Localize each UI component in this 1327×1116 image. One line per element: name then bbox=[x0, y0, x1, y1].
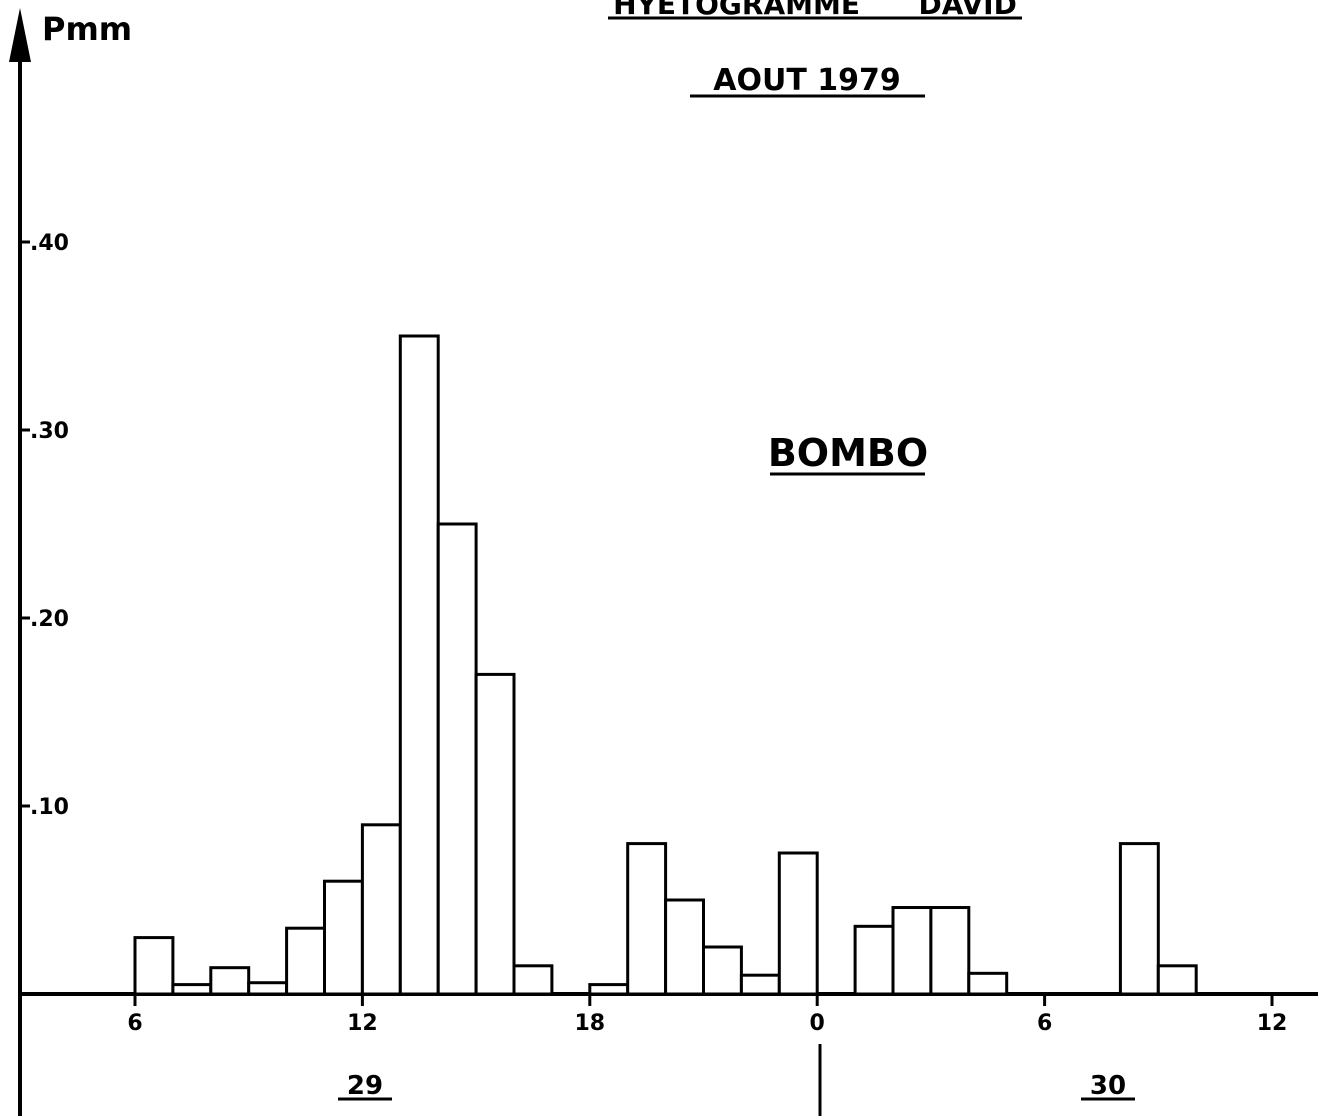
chart-title: HYETOGRAMME DAVID bbox=[613, 0, 1017, 21]
x-tick-label-0: 6 bbox=[127, 1011, 142, 1036]
x-tick-label-4: 6 bbox=[1037, 1011, 1052, 1036]
y-axis-label: Pmm bbox=[42, 10, 132, 48]
bar-4 bbox=[285, 926, 327, 996]
bar-8 bbox=[436, 522, 478, 996]
bar-2 bbox=[209, 966, 251, 996]
y-ticks: .10 .20 .30 .40 bbox=[20, 231, 69, 820]
station-label: BOMBO bbox=[768, 431, 928, 475]
bar-17 bbox=[853, 924, 895, 996]
y-tick-label-0: .10 bbox=[30, 795, 69, 820]
bar-6 bbox=[360, 823, 402, 996]
bar-7 bbox=[398, 334, 440, 996]
bar-16 bbox=[777, 851, 819, 996]
x-ticks: 6 12 18 0 6 12 bbox=[127, 994, 1287, 1036]
y-tick-label-3: .40 bbox=[30, 231, 69, 256]
bar-11 bbox=[588, 983, 630, 996]
chart-subtitle: AOUT 1979 bbox=[713, 63, 901, 98]
bar-10 bbox=[512, 964, 554, 996]
x-tick-label-1: 12 bbox=[347, 1011, 378, 1036]
bar-3 bbox=[247, 981, 289, 996]
bar-22 bbox=[1156, 964, 1198, 996]
y-tick-label-2: .30 bbox=[30, 419, 69, 444]
x-tick-label-2: 18 bbox=[574, 1011, 605, 1036]
x-tick-label-3: 0 bbox=[810, 1011, 825, 1036]
bar-9 bbox=[474, 672, 516, 996]
bar-18 bbox=[891, 906, 933, 996]
x-tick-label-5: 12 bbox=[1257, 1011, 1288, 1036]
bar-1 bbox=[171, 983, 213, 996]
day-label-29: 29 bbox=[347, 1071, 383, 1101]
day-label-30: 30 bbox=[1090, 1071, 1126, 1101]
bar-12 bbox=[626, 842, 668, 996]
bar-19 bbox=[929, 906, 971, 996]
bar-14 bbox=[702, 945, 743, 996]
bar-20 bbox=[967, 971, 1009, 996]
y-axis-arrow bbox=[9, 8, 31, 62]
bar-5 bbox=[323, 879, 364, 996]
y-tick-label-1: .20 bbox=[30, 607, 69, 632]
bar-13 bbox=[664, 898, 705, 996]
bar-21 bbox=[1118, 842, 1160, 996]
bars bbox=[133, 334, 1198, 996]
bar-15 bbox=[739, 973, 781, 996]
bar-0 bbox=[133, 936, 175, 996]
